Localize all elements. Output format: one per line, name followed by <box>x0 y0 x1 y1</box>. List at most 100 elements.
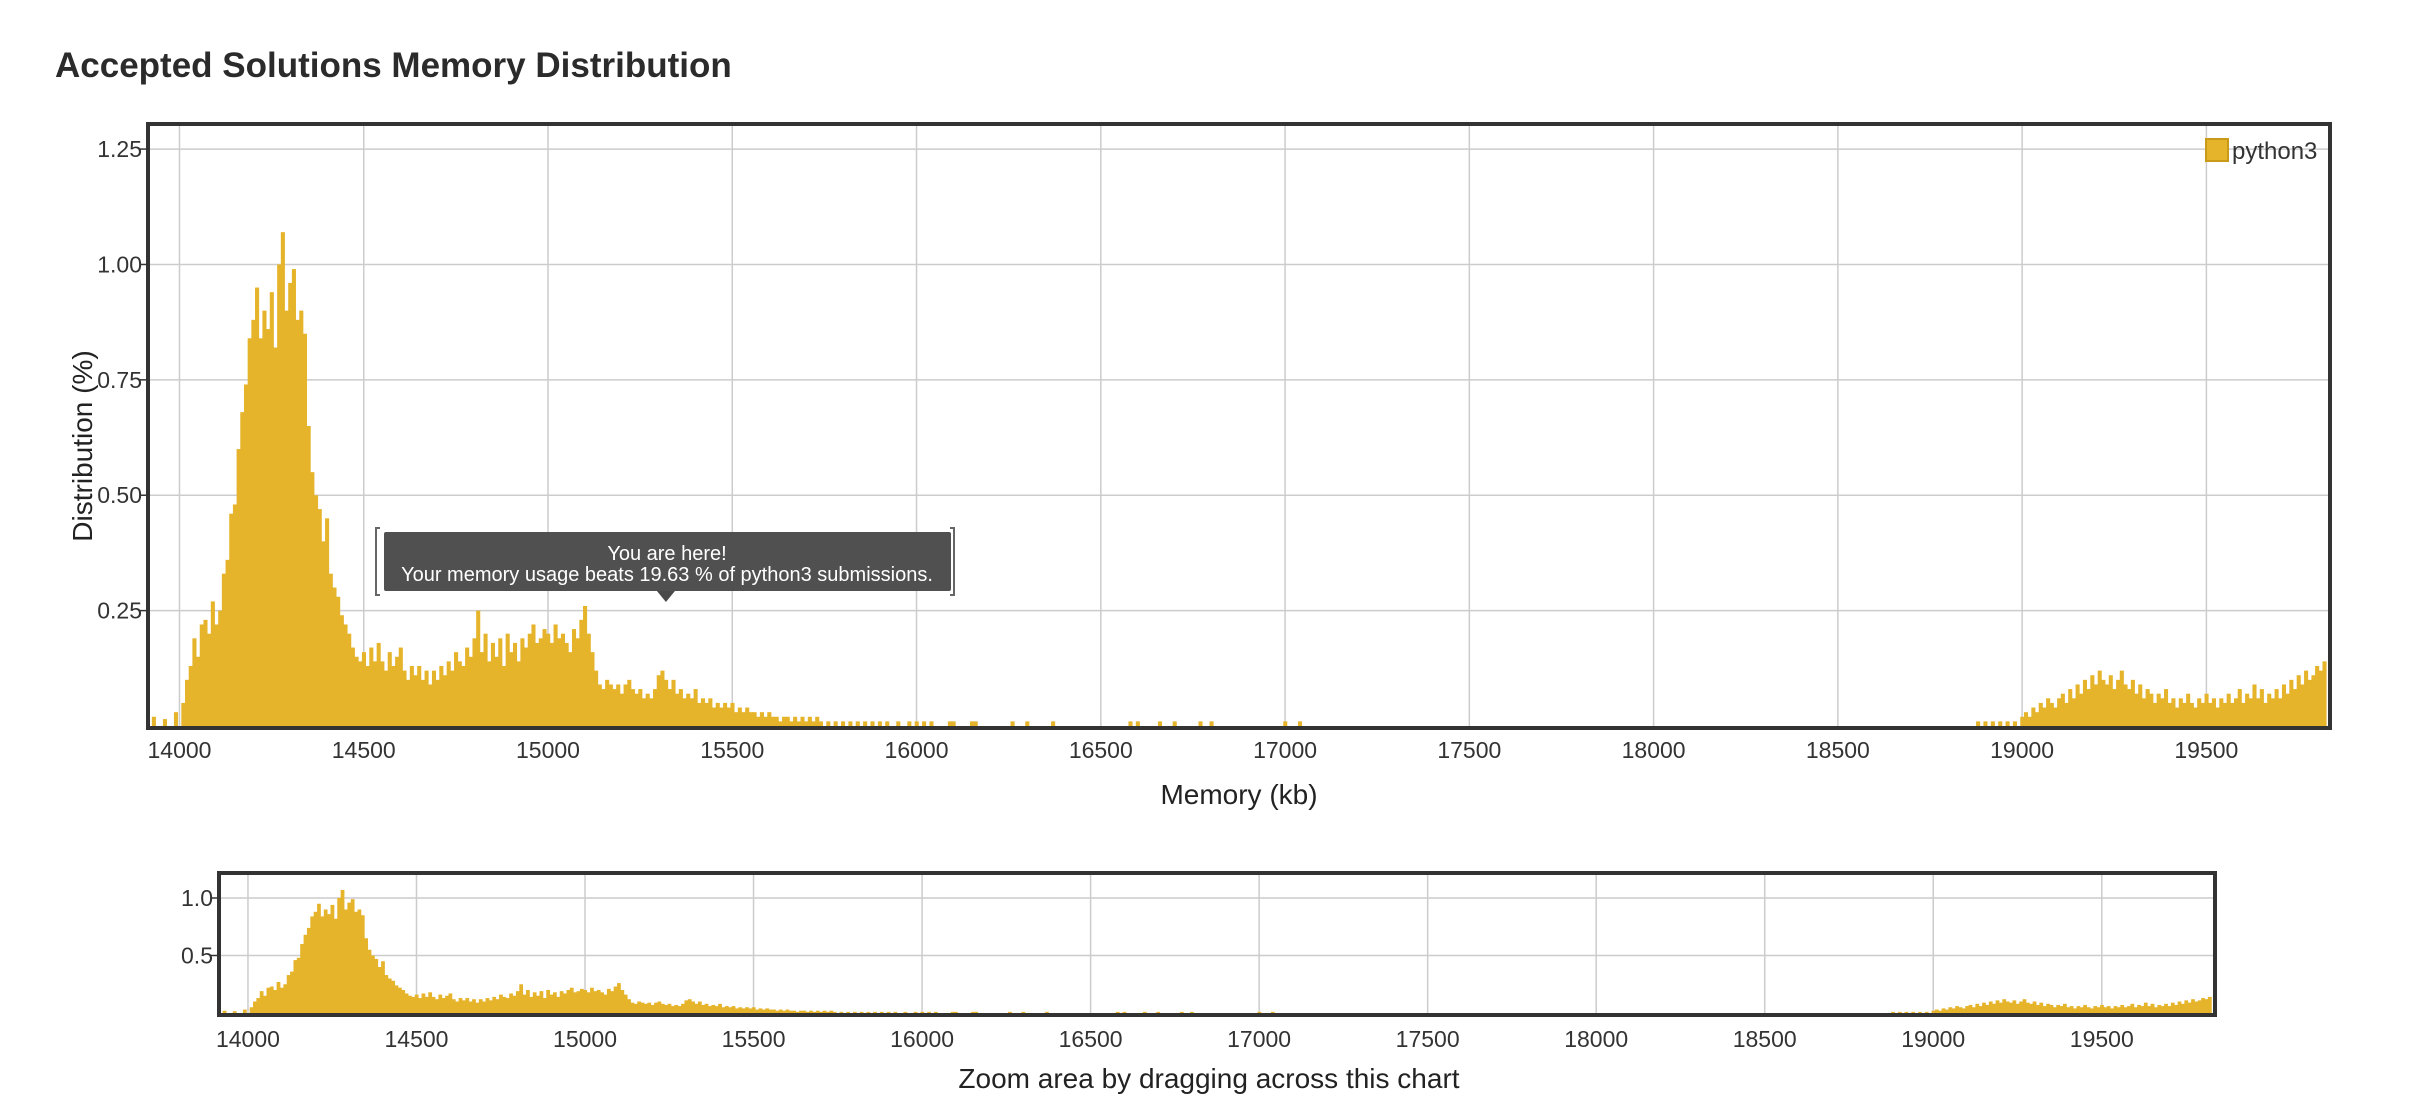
histogram-bar <box>759 712 764 726</box>
histogram-bar <box>461 666 466 726</box>
histogram-bar <box>811 721 816 726</box>
histogram-bar <box>2245 693 2250 726</box>
histogram-bar <box>2134 693 2139 726</box>
histogram-bar <box>2116 1007 2121 1013</box>
histogram-bar <box>384 975 389 1013</box>
histogram-bar <box>1990 721 1995 726</box>
histogram-bar <box>482 1001 486 1013</box>
histogram-bar <box>413 675 418 726</box>
histogram-bar <box>792 1010 797 1013</box>
histogram-bar <box>232 1011 237 1013</box>
histogram-bar <box>284 310 289 726</box>
histogram-bar <box>445 995 449 1013</box>
histogram-bar <box>2123 684 2128 726</box>
histogram-bar <box>295 319 300 726</box>
histogram-bar <box>2234 698 2239 726</box>
histogram-bar <box>1157 721 1163 726</box>
histogram-bar <box>660 1003 665 1013</box>
histogram-bar <box>2005 721 2010 726</box>
histogram-bar <box>721 1007 726 1013</box>
histogram-bar <box>675 693 680 726</box>
histogram-bar <box>524 647 529 726</box>
histogram-bar <box>755 1009 759 1013</box>
histogram-bar <box>667 689 672 726</box>
histogram-bar <box>1965 1006 1970 1013</box>
histogram-bar <box>370 955 375 1013</box>
histogram-bar <box>2025 1002 2030 1013</box>
histogram-bar <box>243 384 249 726</box>
histogram-bar <box>947 721 952 726</box>
histogram-bar <box>701 1004 706 1013</box>
legend-swatch <box>2205 138 2229 162</box>
histogram-bar <box>258 338 263 726</box>
tooltip-pointer <box>656 591 675 602</box>
histogram-bar <box>401 990 406 1013</box>
histogram-bar <box>2086 689 2091 726</box>
histogram-bar <box>2219 698 2224 726</box>
histogram-bar <box>848 721 853 726</box>
histogram-bar <box>1891 1011 1895 1013</box>
histogram-bar <box>674 1004 679 1013</box>
histogram-bar <box>664 1004 668 1013</box>
histogram-bar <box>973 721 978 726</box>
histogram-bar <box>800 716 805 726</box>
histogram-bar <box>2119 670 2124 726</box>
histogram-bar <box>494 656 499 726</box>
histogram-bar <box>1008 1011 1012 1013</box>
x-tick-label: 19000 <box>1990 737 2054 763</box>
histogram-bar <box>1978 1006 1983 1013</box>
histogram-bar <box>2038 702 2043 726</box>
histogram-bar <box>2149 693 2154 726</box>
histogram-bar <box>686 693 691 726</box>
histogram-bar <box>590 987 594 1013</box>
histogram-bar <box>1985 1004 1990 1013</box>
histogram-bar <box>822 1010 827 1013</box>
main-plot-frame[interactable] <box>146 122 2332 730</box>
histogram-bar <box>296 957 301 1013</box>
histogram-bar <box>2075 684 2080 726</box>
histogram-bar <box>697 702 702 726</box>
histogram-bar <box>2112 689 2117 726</box>
navigator-plot-frame[interactable] <box>217 871 2217 1017</box>
histogram-bar <box>515 991 520 1013</box>
histogram-bar <box>697 1001 702 1013</box>
histogram-bar <box>203 619 208 726</box>
histogram-bar <box>2052 1007 2057 1013</box>
navigator-bars <box>222 889 2212 1013</box>
histogram-bar <box>340 889 345 1013</box>
histogram-bar <box>321 541 326 726</box>
legend[interactable]: python3 <box>2205 138 2317 165</box>
histogram-bar <box>933 1011 938 1013</box>
histogram-bar <box>2289 679 2294 726</box>
histogram-bar <box>2032 1001 2037 1013</box>
histogram-bar <box>1190 1011 1194 1013</box>
histogram-bar <box>424 670 429 726</box>
histogram-bar <box>712 707 717 726</box>
x-tick-label: 14500 <box>332 737 396 763</box>
histogram-bar <box>812 1011 817 1013</box>
x-tick-label: 16500 <box>1059 1026 1123 1052</box>
histogram-bar <box>752 712 757 726</box>
histogram-bar <box>414 994 419 1013</box>
histogram-bar <box>1972 1007 1976 1013</box>
histogram-bar <box>431 996 436 1013</box>
histogram-bar <box>1270 1011 1275 1013</box>
histogram-bar <box>805 1011 810 1013</box>
histogram-bar <box>2090 675 2095 726</box>
histogram-bar <box>536 995 540 1013</box>
histogram-bar <box>196 656 201 726</box>
histogram-bar <box>259 991 264 1013</box>
histogram-bar <box>627 679 632 726</box>
histogram-bar <box>395 656 400 726</box>
histogram-bar <box>300 944 304 1013</box>
histogram-bar <box>531 624 536 726</box>
tooltip-line-2: Your memory usage beats 19.63 % of pytho… <box>401 564 933 586</box>
histogram-bar <box>2086 1007 2091 1013</box>
histogram-bar <box>1958 1007 1963 1013</box>
histogram-bar <box>2036 1004 2040 1013</box>
y-tick-label: 0.50 <box>97 482 142 508</box>
histogram-bar <box>2076 1006 2081 1013</box>
histogram-bar <box>2046 1003 2050 1013</box>
histogram-bar <box>519 984 524 1013</box>
